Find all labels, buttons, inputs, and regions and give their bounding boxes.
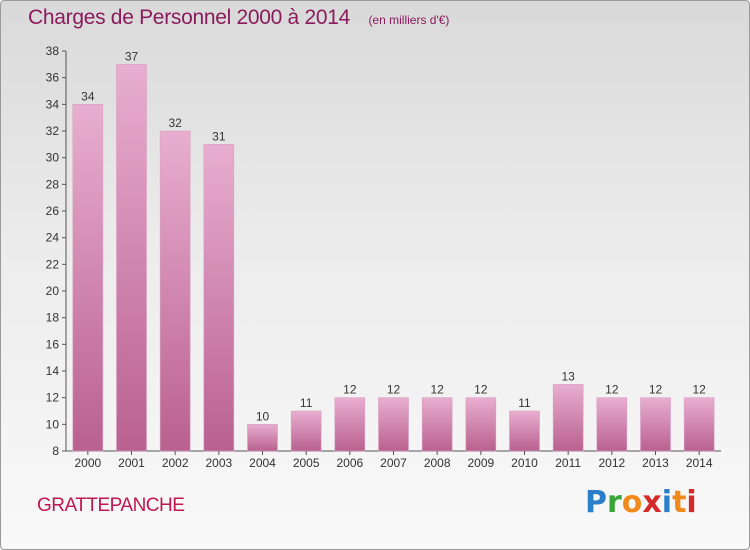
bar: [290, 410, 322, 452]
y-tick-label: 26: [46, 204, 60, 218]
logo-letter: x: [642, 485, 662, 520]
x-tick-label: 2005: [293, 456, 320, 470]
y-tick-label: 20: [46, 284, 60, 298]
x-tick-label: 2001: [118, 456, 145, 470]
x-tick-label: 2000: [74, 456, 101, 470]
bar-value-label: 12: [474, 383, 488, 397]
y-tick-label: 32: [46, 124, 60, 138]
y-tick-label: 24: [46, 231, 60, 245]
bar-value-label: 13: [561, 369, 575, 383]
y-tick-label: 28: [46, 177, 60, 191]
bar-value-label: 31: [212, 129, 226, 143]
logo-letter: o: [621, 485, 643, 520]
bar-value-label: 12: [430, 383, 444, 397]
y-tick-label: 34: [46, 97, 60, 111]
bar-value-label: 12: [692, 383, 706, 397]
bar: [465, 397, 497, 452]
bar: [683, 397, 715, 452]
bar-value-label: 10: [256, 409, 270, 423]
x-tick-label: 2014: [686, 456, 713, 470]
y-tick-label: 30: [46, 151, 60, 165]
logo-letter: i: [661, 485, 673, 520]
x-tick-label: 2003: [205, 456, 232, 470]
x-tick-label: 2013: [642, 456, 669, 470]
bar: [596, 397, 628, 452]
y-tick-label: 8: [52, 444, 59, 458]
logo-letter: P: [585, 485, 607, 520]
y-tick-label: 38: [46, 44, 60, 58]
y-tick-label: 18: [46, 311, 60, 325]
x-tick-label: 2009: [467, 456, 494, 470]
bar-value-label: 11: [300, 396, 313, 410]
x-tick-label: 2011: [555, 456, 581, 470]
logo-letter: r: [607, 485, 622, 520]
y-tick-label: 10: [46, 417, 60, 431]
bar-value-label: 12: [343, 383, 357, 397]
chart-title: Charges de Personnel 2000 à 2014: [28, 6, 350, 29]
bar: [159, 130, 191, 452]
y-tick-label: 14: [46, 364, 60, 378]
bar: [334, 397, 366, 452]
bar: [203, 144, 235, 452]
bar: [509, 410, 540, 452]
x-tick-label: 2002: [162, 456, 189, 470]
y-tick-label: 22: [46, 257, 60, 271]
bar-value-label: 11: [518, 396, 531, 410]
x-tick-label: 2007: [380, 456, 407, 470]
title-row: Charges de Personnel 2000 à 2014 (en mil…: [28, 6, 449, 30]
proxiti-logo: Proxiti: [585, 485, 697, 520]
x-tick-label: 2008: [424, 456, 451, 470]
bar: [552, 384, 584, 452]
bar: [247, 424, 278, 452]
y-tick-label: 36: [46, 71, 60, 85]
x-tick-label: 2010: [511, 456, 538, 470]
chart-unit: (en milliers d'€): [368, 13, 450, 27]
bar: [378, 397, 409, 452]
bar-value-label: 34: [81, 89, 95, 103]
commune-name: GRATTEPANCHE: [37, 495, 185, 516]
bar-value-label: 12: [605, 383, 619, 397]
y-tick-label: 16: [46, 337, 60, 351]
y-tick-label: 12: [46, 391, 60, 405]
x-tick-label: 2012: [598, 456, 625, 470]
bar: [640, 397, 671, 452]
bar-value-label: 12: [649, 383, 663, 397]
x-tick-label: 2004: [249, 456, 276, 470]
bar-value-label: 32: [168, 116, 182, 130]
bar: [116, 64, 147, 452]
logo-letter: t: [672, 485, 687, 520]
bar-value-label: 37: [125, 49, 139, 63]
x-tick-label: 2006: [336, 456, 363, 470]
bar: [421, 397, 453, 452]
bar: [72, 104, 104, 452]
bar-value-label: 12: [387, 383, 401, 397]
logo-letter: i: [686, 485, 697, 520]
